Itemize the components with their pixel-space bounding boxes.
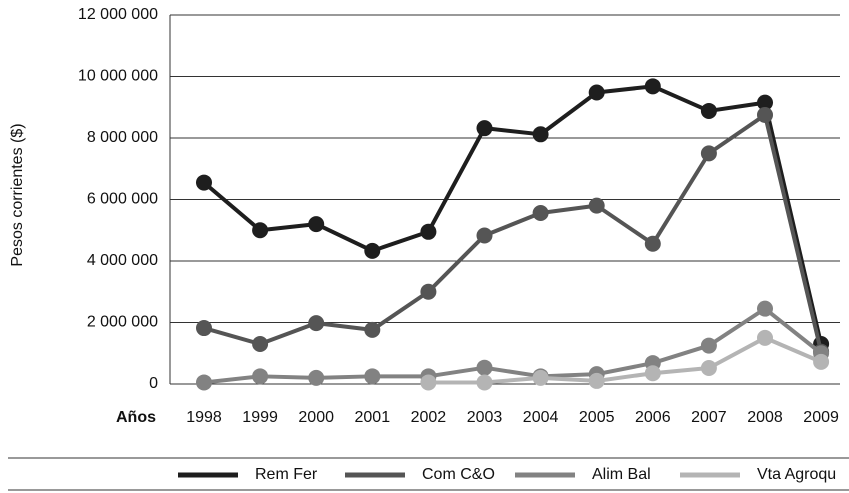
point: [588, 197, 605, 214]
y-tick-label: 12 000 000: [78, 6, 158, 23]
point: [308, 216, 325, 233]
point: [364, 242, 381, 259]
point: [196, 374, 212, 391]
x-tick-label: 2009: [803, 409, 839, 426]
point: [420, 223, 437, 240]
x-tick-label: 1998: [186, 409, 222, 426]
point: [476, 359, 493, 376]
point: [308, 315, 325, 332]
series-line: [202, 84, 824, 345]
x-tick-label: 2006: [635, 409, 671, 426]
legend-label: Alim Bal: [592, 466, 651, 483]
point: [364, 321, 381, 338]
point: [308, 369, 325, 386]
point: [196, 174, 212, 191]
point: [757, 94, 773, 111]
x-tick-label: 2000: [298, 409, 334, 426]
point: [700, 337, 717, 354]
point: [588, 372, 605, 389]
point: [644, 78, 661, 95]
point: [476, 227, 493, 244]
point: [364, 368, 381, 385]
legend-label: Com C&O: [422, 466, 495, 483]
point: [252, 336, 269, 353]
point: [252, 222, 269, 239]
point: [813, 353, 830, 370]
series-line: [203, 112, 824, 353]
point: [588, 84, 605, 101]
point: [644, 235, 661, 252]
point: [252, 368, 269, 385]
x-tick-label: 2008: [747, 409, 783, 426]
point: [420, 283, 437, 300]
y-tick-label: 2 000 000: [87, 314, 158, 331]
y-tick-label: 0: [149, 375, 158, 392]
point: [757, 300, 773, 317]
series-line: [428, 335, 822, 385]
y-axis-title: Pesos corrientes ($): [9, 123, 26, 266]
point: [532, 126, 549, 143]
x-tick-label: 2003: [467, 409, 503, 426]
point: [476, 374, 493, 391]
point: [757, 329, 773, 346]
y-tick-label: 6 000 000: [87, 191, 158, 208]
point: [532, 369, 549, 386]
point: [644, 365, 661, 382]
x-axis-title: Años: [116, 409, 156, 426]
x-tick-label: 2002: [411, 409, 447, 426]
point: [757, 106, 773, 123]
point: [700, 102, 717, 119]
point: [532, 205, 549, 222]
x-tick-label: 2001: [355, 409, 391, 426]
y-tick-label: 4 000 000: [87, 252, 158, 269]
y-tick-label: 10 000 000: [78, 68, 158, 85]
series-line: [203, 306, 823, 385]
x-tick-label: 2005: [579, 409, 615, 426]
y-tick-label: 8 000 000: [87, 129, 158, 146]
legend-label: Vta Agroqu: [757, 466, 836, 483]
point: [476, 120, 493, 137]
point: [196, 320, 212, 337]
x-tick-label: 1999: [242, 409, 278, 426]
x-tick-label: 2007: [691, 409, 727, 426]
point: [420, 374, 437, 391]
legend-label: Rem Fer: [255, 466, 318, 483]
point: [700, 360, 717, 377]
x-tick-label: 2004: [523, 409, 559, 426]
point: [700, 145, 717, 162]
